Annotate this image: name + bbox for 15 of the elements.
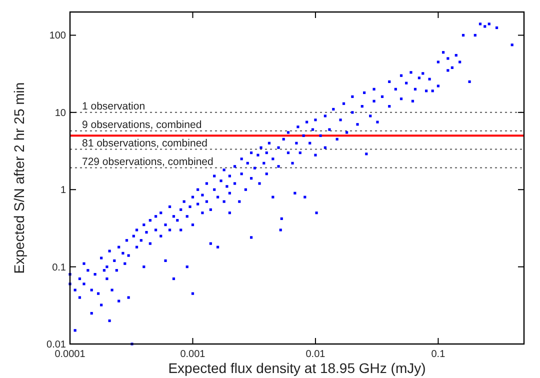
x-tick-label: 0.1 — [431, 349, 446, 360]
x-axis-title: Expected flux density at 18.95 GHz (mJy) — [168, 360, 426, 376]
x-tick-label: 0.0001 — [54, 349, 86, 360]
ref-line-label: 729 observations, combined — [82, 156, 214, 168]
x-tick-label: 0.001 — [180, 349, 206, 360]
ref-line-label: 9 observations, combined — [82, 118, 202, 131]
y-tick-label: 0.1 — [52, 262, 66, 274]
y-axis-title: Expected S/N after 2 hr 25 min — [11, 82, 27, 274]
y-tick-label: 0.01 — [46, 340, 66, 350]
y-tick-label: 1 — [60, 185, 66, 196]
ref-line-label: 1 observation — [82, 100, 146, 112]
x-tick-label: 0.01 — [306, 349, 326, 360]
y-tick-label: 10 — [54, 108, 66, 119]
ref-line-label: 81 observations, combined — [82, 137, 208, 150]
y-tick-label: 100 — [49, 30, 66, 42]
